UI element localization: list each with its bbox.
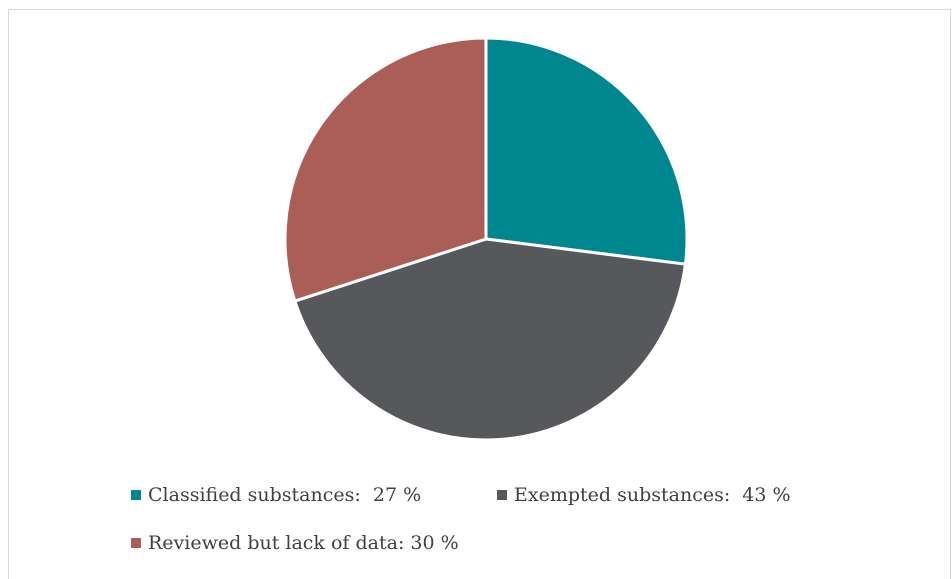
pie-slice-reviewed (283, 36, 488, 303)
legend-item-reviewed: Reviewed but lack of data: 30 % (131, 532, 459, 554)
legend-swatch-classified (131, 490, 141, 500)
pie-chart (283, 36, 689, 442)
legend-item-exempted: Exempted substances: 43 % (497, 484, 791, 506)
legend-label-classified: Classified substances: 27 % (148, 484, 422, 506)
legend-item-classified: Classified substances: 27 % (131, 484, 421, 506)
legend-label-reviewed: Reviewed but lack of data: 30 % (148, 532, 459, 554)
pie-slice-classified (484, 36, 689, 266)
legend-label-exempted: Exempted substances: 43 % (514, 484, 791, 506)
pie-slice-exempted (293, 237, 687, 442)
legend-swatch-exempted (497, 490, 507, 500)
legend-swatch-reviewed (131, 538, 141, 548)
